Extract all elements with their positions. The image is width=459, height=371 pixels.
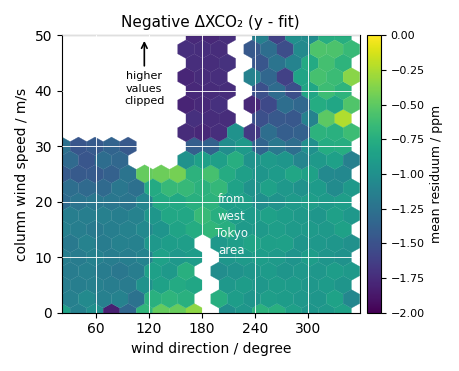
Y-axis label: column wind speed / m/s: column wind speed / m/s xyxy=(15,88,29,260)
Title: Negative ΔXCO₂ (y - fit): Negative ΔXCO₂ (y - fit) xyxy=(122,15,300,30)
Text: from
west
Tokyo
area: from west Tokyo area xyxy=(215,193,248,257)
Text: higher
values
clipped: higher values clipped xyxy=(124,71,164,106)
Y-axis label: mean residuum / ppm: mean residuum / ppm xyxy=(430,105,443,243)
X-axis label: wind direction / degree: wind direction / degree xyxy=(131,342,291,356)
